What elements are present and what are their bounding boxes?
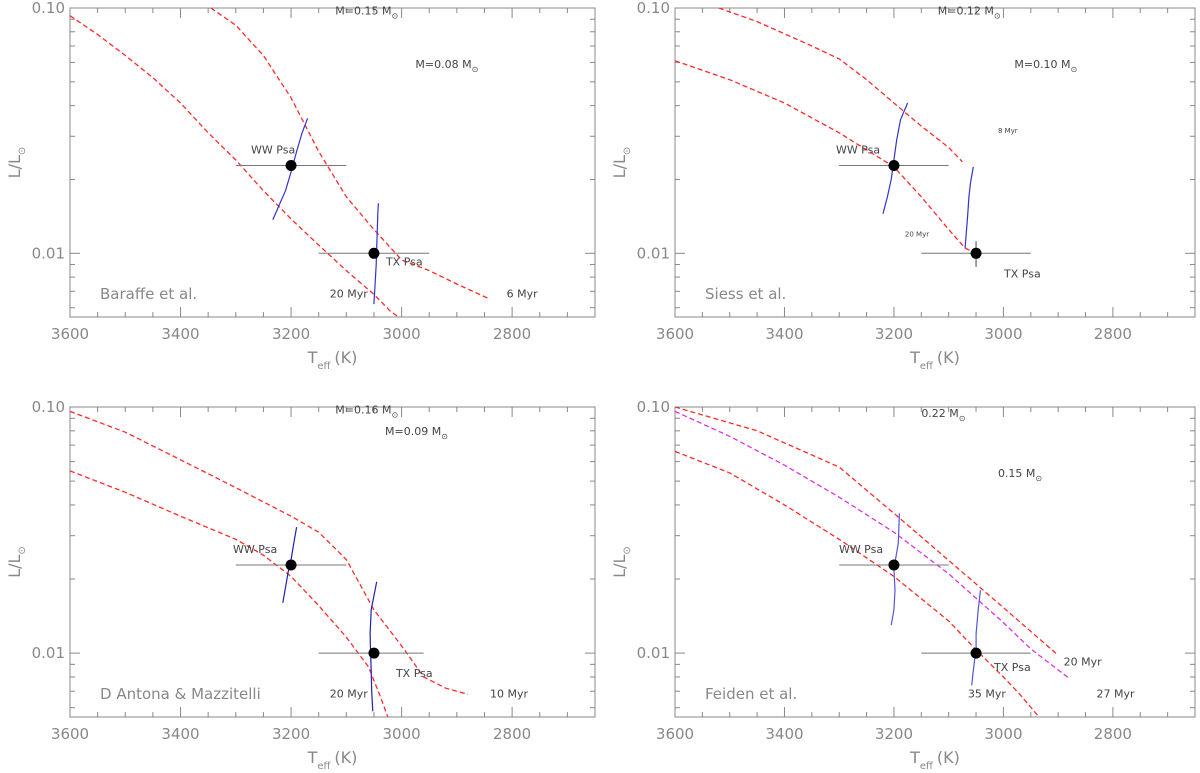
x-axis-label: Teff (K) xyxy=(909,348,960,372)
y-tick-label: 0.10 xyxy=(32,398,65,416)
x-tick-label: 3000 xyxy=(382,725,420,743)
mass-track-line xyxy=(882,102,909,214)
isochrone-line xyxy=(718,8,963,163)
isochrone-line xyxy=(70,410,469,695)
x-tick-label: 3400 xyxy=(765,725,803,743)
model-name-label: D Antona & Mazzitelli xyxy=(100,685,261,703)
x-tick-label: 3200 xyxy=(272,725,310,743)
x-tick-label: 3000 xyxy=(382,325,420,343)
x-tick-label: 3400 xyxy=(161,325,199,343)
mass-track-line xyxy=(369,581,378,712)
x-tick-label: 3200 xyxy=(875,325,913,343)
annotation-label: 20 Myr xyxy=(1064,656,1102,669)
mass-track-line xyxy=(272,118,309,221)
x-tick-label: 2800 xyxy=(1094,725,1132,743)
annotation-label: 10 Myr xyxy=(490,688,528,701)
annotation-label: M=0.09 M⊙ xyxy=(385,425,448,441)
annotation-label: 27 Myr xyxy=(1096,688,1134,701)
y-axis-label: L/L⊙ xyxy=(5,546,28,578)
y-tick-label: 0.01 xyxy=(637,244,670,262)
x-tick-label: 3600 xyxy=(51,725,89,743)
x-tick-label: 3000 xyxy=(984,725,1022,743)
mass-track-line xyxy=(964,166,974,249)
y-tick-label: 0.01 xyxy=(32,644,65,662)
plot-frame xyxy=(69,7,596,318)
model-name-label: Baraffe et al. xyxy=(100,285,197,303)
x-tick-label: 3600 xyxy=(51,325,89,343)
annotation-label: 0.22 M⊙ xyxy=(921,407,965,423)
star-marker xyxy=(970,647,982,659)
x-tick-label: 3600 xyxy=(656,325,694,343)
annotation-label: 35 Myr xyxy=(968,688,1006,701)
annotation-label: M=0.15 M⊙ xyxy=(335,5,398,21)
plot-frame xyxy=(674,406,1196,718)
star-marker xyxy=(368,647,380,659)
y-tick-label: 0.10 xyxy=(637,0,670,17)
y-tick-label: 0.10 xyxy=(32,0,65,17)
annotation-label: M=0.10 M⊙ xyxy=(1014,58,1077,74)
panel-baraffe: 3600 3400 3200 3000 2800 0.01 0.10 Teff (K) L/L⊙ W… xyxy=(5,0,596,372)
annotation-label: 8 Myr xyxy=(998,127,1018,135)
mass-track-line xyxy=(971,590,981,686)
annotation-label: M=0.08 M⊙ xyxy=(415,58,478,74)
x-axis-label: Teff (K) xyxy=(307,348,358,372)
mass-track-line xyxy=(373,203,379,305)
x-tick-label: 3400 xyxy=(161,725,199,743)
annotation-label: M=0.16 M⊙ xyxy=(335,404,398,420)
star-marker xyxy=(368,247,380,259)
star-label: TX Psa xyxy=(385,255,423,268)
y-tick-label: 0.10 xyxy=(637,398,670,416)
plot-frame xyxy=(674,7,1196,318)
x-tick-label: 2800 xyxy=(1094,325,1132,343)
x-axis-label: Teff (K) xyxy=(909,748,960,772)
mass-track-line xyxy=(890,513,900,626)
panel-dantona-mazzitelli: 3600 3400 3200 3000 2800 0.01 0.10 Teff (K) L/L⊙ W… xyxy=(5,398,596,772)
x-tick-label: 2800 xyxy=(493,725,531,743)
annotation-label: 20 Myr xyxy=(330,688,368,701)
isochrone-line xyxy=(675,450,1040,717)
star-marker xyxy=(888,160,900,172)
isochrone-line xyxy=(70,15,400,317)
annotation-label: 20 Myr xyxy=(905,231,929,239)
star-label: WW Psa xyxy=(836,144,880,157)
y-tick-label: 0.01 xyxy=(32,244,65,262)
y-tick-label: 0.01 xyxy=(637,644,670,662)
annotation-label: M=0.12 M⊙ xyxy=(938,5,1001,21)
x-axis-label: Teff (K) xyxy=(307,748,358,772)
star-label: TX Psa xyxy=(993,661,1031,674)
x-tick-label: 3200 xyxy=(875,725,913,743)
x-tick-label: 3200 xyxy=(272,325,310,343)
y-axis-label: L/L⊙ xyxy=(610,147,633,179)
star-label: TX Psa xyxy=(1003,267,1041,280)
star-label: TX Psa xyxy=(395,667,433,680)
isochrone-line xyxy=(675,407,1059,656)
isochrone-line xyxy=(210,8,491,300)
annotation-label: 6 Myr xyxy=(507,288,538,301)
y-axis-label: L/L⊙ xyxy=(610,546,633,578)
star-marker xyxy=(970,247,982,259)
annotation-label: 0.15 M⊙ xyxy=(998,467,1042,483)
model-name-label: Feiden et al. xyxy=(705,685,797,703)
y-axis-label: L/L⊙ xyxy=(5,147,28,179)
plot-frame xyxy=(69,406,596,718)
x-tick-label: 3400 xyxy=(765,325,803,343)
annotation-label: 20 Myr xyxy=(330,288,368,301)
panel-feiden: 3600 3400 3200 3000 2800 0.01 0.10 Teff (K) L/L⊙ W… xyxy=(610,398,1196,772)
star-label: WW Psa xyxy=(839,543,883,556)
star-marker xyxy=(888,559,900,571)
x-tick-label: 3000 xyxy=(984,325,1022,343)
isochrone-line xyxy=(70,470,389,717)
star-label: WW Psa xyxy=(251,144,295,157)
x-tick-label: 2800 xyxy=(493,325,531,343)
star-label: WW Psa xyxy=(233,543,277,556)
model-name-label: Siess et al. xyxy=(705,285,786,303)
star-marker xyxy=(285,559,297,571)
star-marker xyxy=(285,160,297,172)
isochrone-line xyxy=(675,60,974,253)
isochrone-line xyxy=(675,410,1070,679)
x-tick-label: 3600 xyxy=(656,725,694,743)
panel-siess: 3600 3400 3200 3000 2800 0.01 0.10 Teff (K) L/L⊙ W… xyxy=(610,0,1196,372)
